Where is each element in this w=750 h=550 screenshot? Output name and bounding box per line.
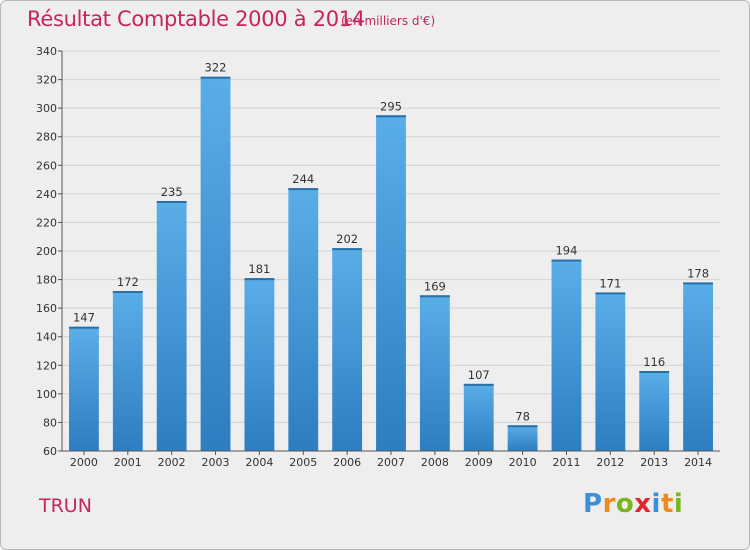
value-label: 235 (161, 185, 183, 199)
bar-top-edge (683, 282, 713, 285)
logo-letter: t (660, 489, 674, 519)
bar-top-edge (200, 76, 231, 79)
bar-2014 (683, 282, 713, 451)
bar-2007 (376, 115, 406, 452)
y-tick-label: 60 (43, 445, 57, 458)
y-tick-label: 300 (36, 102, 57, 115)
value-label: 169 (424, 279, 446, 293)
bar-2004 (244, 278, 275, 451)
bar-top-edge (156, 201, 187, 203)
y-tick-label: 80 (43, 416, 57, 429)
x-tick-label: 2012 (596, 456, 624, 469)
y-tick-label: 140 (36, 331, 57, 344)
bar-top-edge (507, 425, 538, 428)
y-tick-label: 260 (36, 159, 57, 172)
x-tick-label: 2005 (289, 456, 317, 469)
bar-2005 (288, 188, 319, 451)
bar-top-edge (332, 248, 363, 251)
logo-letter: o (615, 489, 635, 519)
value-label: 244 (292, 172, 314, 186)
bar-2001 (112, 291, 143, 451)
logo-letter: x (634, 489, 652, 519)
logo-letter: i (673, 489, 684, 519)
bar-top-edge (69, 326, 99, 329)
y-tick-label: 120 (36, 359, 57, 372)
y-tick-label: 320 (36, 74, 57, 87)
logo-letter: i (651, 489, 661, 519)
x-tick-label: 2007 (377, 456, 405, 469)
x-tick-label: 2014 (684, 456, 712, 469)
value-label: 322 (205, 61, 227, 75)
value-label: 116 (643, 355, 665, 369)
value-labels: 147 172 235 322 181 244 202 295 169 107 78 194 171 11… (73, 61, 709, 424)
value-label: 194 (555, 244, 577, 258)
bar-2009 (463, 383, 494, 451)
x-tick-label: 2000 (70, 456, 98, 469)
chart-title: Résultat Comptable 2000 à 2014 (27, 7, 365, 31)
value-label: 147 (73, 311, 95, 325)
x-tick-label: 2008 (421, 456, 449, 469)
bar-top-edge (595, 292, 626, 295)
bar-2000 (69, 326, 99, 451)
y-tick-label: 280 (36, 131, 57, 144)
bar-2010 (507, 425, 538, 451)
y-tick-label: 100 (36, 388, 57, 401)
value-label: 172 (117, 275, 139, 289)
bar-2003 (200, 76, 231, 451)
bar-top-edge (463, 383, 494, 386)
bar-top-edge (639, 371, 670, 373)
x-tick-label: 2010 (509, 456, 537, 469)
y-tick-label: 160 (36, 302, 57, 315)
bar-2013 (639, 371, 670, 451)
bar-top-edge (419, 295, 450, 298)
axes: 60 80 100 120 140 160 180 200 220 240 260 280 300 320… (36, 45, 720, 469)
bars (69, 76, 713, 452)
x-tick-label: 2002 (158, 456, 186, 469)
value-label: 295 (380, 99, 402, 113)
proxiti-logo: Proxiti (583, 489, 683, 519)
x-tick-label: 2003 (202, 456, 230, 469)
value-label: 78 (515, 409, 530, 423)
value-label: 202 (336, 232, 358, 246)
x-tick-label: 2001 (114, 456, 142, 469)
logo-letter: P (583, 489, 603, 519)
chart-subtitle: (en milliers d'€) (341, 14, 436, 28)
y-tick-label: 240 (36, 188, 57, 201)
x-tick-label: 2009 (465, 456, 493, 469)
x-tick-label: 2004 (245, 456, 273, 469)
bar-2002 (156, 201, 187, 451)
value-label: 107 (468, 368, 490, 382)
bar-2011 (551, 259, 582, 451)
value-label: 171 (599, 276, 621, 290)
y-tick-label: 220 (36, 216, 57, 229)
value-label: 178 (687, 266, 709, 280)
logo-letter: r (602, 489, 616, 519)
bar-top-edge (376, 115, 406, 118)
bar-2012 (595, 292, 626, 451)
y-tick-label: 340 (36, 45, 57, 58)
bar-2006 (332, 248, 363, 451)
y-tick-label: 200 (36, 245, 57, 258)
x-tick-label: 2013 (640, 456, 668, 469)
value-label: 181 (248, 262, 270, 276)
commune-name: TRUN (39, 495, 92, 517)
y-tick-label: 180 (36, 274, 57, 287)
bar-top-edge (551, 259, 582, 262)
bar-top-edge (288, 188, 319, 191)
bar-top-edge (244, 278, 275, 281)
bar-2008 (419, 295, 450, 451)
x-tick-label: 2006 (333, 456, 361, 469)
x-tick-label: 2011 (552, 456, 580, 469)
bar-top-edge (112, 291, 143, 293)
